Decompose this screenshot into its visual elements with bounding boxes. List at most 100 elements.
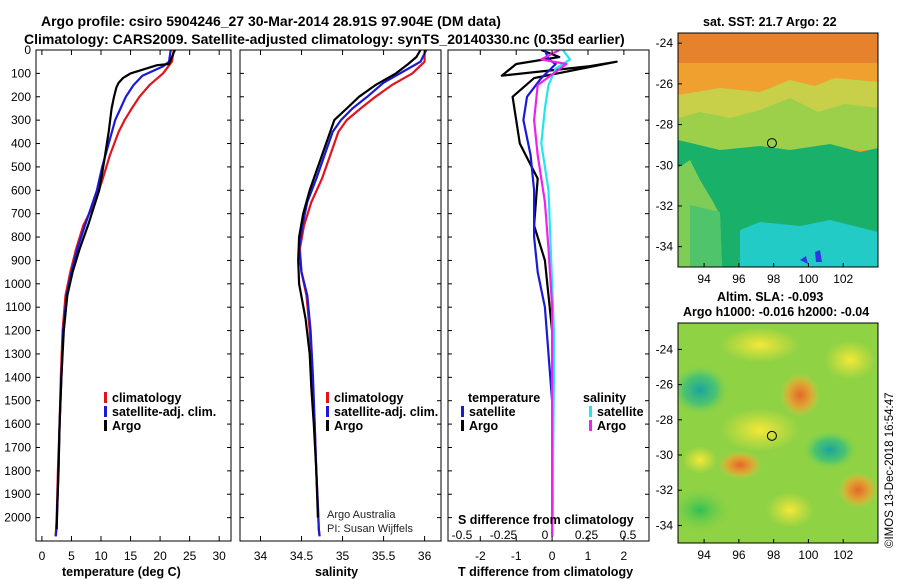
legend-swatch-argo [104,420,107,431]
y-tick-label: 1000 [4,277,31,291]
salinity-panel: 34 34.5 35 35.5 36 salinity climatology sate… [239,49,442,579]
temperature-legend: climatology satellite-adj. clim. Argo [104,391,216,433]
salinity-x-label: salinity [315,565,358,579]
map-x-tick-label: 100 [798,548,818,562]
map-x-tick-label: 102 [833,272,853,286]
s-tick-label: 0.5 [620,528,637,542]
argo-australia-note: Argo Australia [327,509,396,521]
y-tick-label: 1600 [4,417,31,431]
sla-map-axes: 94 96 98 100 102 -24 -26 -28 -30 -32 -34 [656,342,854,562]
map-y-tick-label: -28 [656,413,674,427]
legend-label-argo: Argo [334,419,364,433]
map-y-tick-label: -30 [656,158,674,172]
pi-note: PI: Susan Wijffels [327,523,413,535]
x-tick-label: 15 [124,549,138,563]
series-line-satellite-adj-clim- [298,50,428,537]
temperature-axes-frame [35,49,232,542]
map-x-tick-label: 98 [767,548,781,562]
map-x-tick-label: 94 [697,548,711,562]
legend-swatch-t-satellite [461,406,464,417]
map-y-tick-label: -28 [656,118,674,132]
legend-heading-salinity: salinity [583,391,626,405]
title-line-1: Argo profile: csiro 5904246_27 30-Mar-20… [41,13,501,29]
difference-axes-frame [447,49,650,542]
sla-map-subtitle: Argo h1000: -0.016 h2000: -0.04 [683,305,869,319]
sla-field [678,323,878,543]
legend-label-t-satellite: satellite [469,405,516,419]
sla-map-title: Altim. SLA: -0.093 [717,290,823,304]
sst-map-frame [677,32,879,268]
y-tick-label: 500 [11,160,31,174]
s-tick-label: 0 [542,528,549,542]
map-y-tick-label: -34 [656,518,674,532]
sst-map: sat. SST: 21.7 Argo: 22 94 96 98 100 102 -24 -… [656,15,879,286]
sst-field [678,33,878,267]
x-tick-label: -2 [475,549,486,563]
series-line-climatology [298,50,426,537]
y-tick-label: 1300 [4,347,31,361]
map-x-tick-label: 98 [767,272,781,286]
sla-argo-location-marker [766,430,777,441]
x-tick-label: 34 [254,549,268,563]
title-line-2: Climatology: CARS2009. Satellite-adjuste… [24,31,625,47]
series-line-satellite-adj-clim- [54,50,172,537]
series-line-t-argo [500,50,618,537]
map-y-tick-label: -34 [656,240,674,254]
map-y-tick-label: -32 [656,199,674,213]
x-tick-label: 0 [39,549,46,563]
legend-swatch-climatology [104,392,107,403]
legend-label-satellite: satellite-adj. clim. [334,405,438,419]
sst-map-axes: 94 96 98 100 102 -24 -26 -28 -30 -32 -34 [656,36,854,286]
x-tick-label: 20 [153,549,167,563]
map-x-tick-label: 100 [798,272,818,286]
y-tick-label: 1500 [4,394,31,408]
map-x-tick-label: 102 [833,548,853,562]
y-tick-label: 1800 [4,464,31,478]
legend-swatch-argo [326,420,329,431]
legend-swatch-s-argo [589,420,592,431]
x-tick-label: 0 [549,549,556,563]
map-x-tick-label: 96 [732,548,746,562]
y-tick-label: 700 [11,207,31,221]
legend-swatch-satellite [326,406,329,417]
series-line-argo [55,50,176,530]
temperature-panel: 0100200300400500600700800900100011001200… [4,43,649,579]
sst-map-title: sat. SST: 21.7 Argo: 22 [703,15,837,29]
y-tick-label: 1400 [4,370,31,384]
salinity-x-axis: 34 34.5 35 35.5 36 [254,50,432,563]
sla-map: Altim. SLA: -0.093 Argo h1000: -0.016 h2… [656,290,879,562]
legend-label-climatology: climatology [334,391,404,405]
x-tick-label: 2 [621,549,628,563]
x-tick-label: 35.5 [372,549,396,563]
depth-axis: 0 100 200 300 400 500 600 700 800 900 1000 1100 1200… [4,43,649,525]
difference-panel: -2 -1 0 1 2 -0.5 -0.25 0 0.25 0.5 S difference f… [447,49,650,579]
legend-label-argo: Argo [112,419,142,433]
y-tick-label: 1100 [5,300,31,314]
map-x-tick-label: 94 [697,272,711,286]
legend-label-s-argo: Argo [597,419,627,433]
y-tick-label: 900 [11,253,31,267]
y-tick-label: 2000 [4,511,31,525]
temperature-lines [54,50,176,537]
y-tick-label: 1700 [4,440,31,454]
map-y-tick-label: -26 [656,378,674,392]
series-line-argo [297,50,422,518]
legend-swatch-climatology [326,392,329,403]
y-tick-label: 400 [11,137,31,151]
map-y-tick-label: -30 [656,448,674,462]
x-tick-label: 1 [585,549,592,563]
s-tick-label: -0.25 [490,528,518,542]
map-y-tick-label: -32 [656,483,674,497]
x-tick-label: 30 [213,549,227,563]
y-tick-label: 800 [11,230,31,244]
x-tick-label: -1 [511,549,522,563]
x-tick-label: 35 [336,549,350,563]
y-tick-label: 1200 [4,324,31,338]
map-y-tick-label: -24 [656,342,674,356]
y-tick-label: 200 [11,90,31,104]
temperature-x-axis: 0 5 10 15 20 25 30 [39,50,227,563]
t-difference-label: T difference from climatology [458,565,633,579]
legend-swatch-s-satellite [589,406,592,417]
x-tick-label: 34.5 [290,549,314,563]
